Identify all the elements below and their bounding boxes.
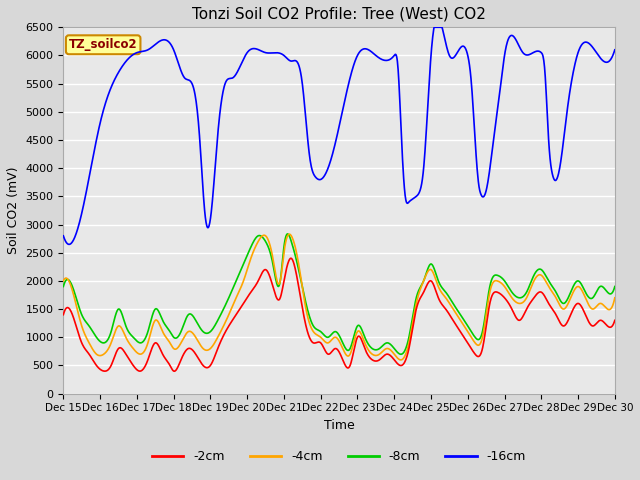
Y-axis label: Soil CO2 (mV): Soil CO2 (mV): [7, 167, 20, 254]
Title: Tonzi Soil CO2 Profile: Tree (West) CO2: Tonzi Soil CO2 Profile: Tree (West) CO2: [192, 7, 486, 22]
X-axis label: Time: Time: [324, 419, 355, 432]
Text: TZ_soilco2: TZ_soilco2: [69, 38, 138, 51]
Legend: -2cm, -4cm, -8cm, -16cm: -2cm, -4cm, -8cm, -16cm: [147, 445, 531, 468]
